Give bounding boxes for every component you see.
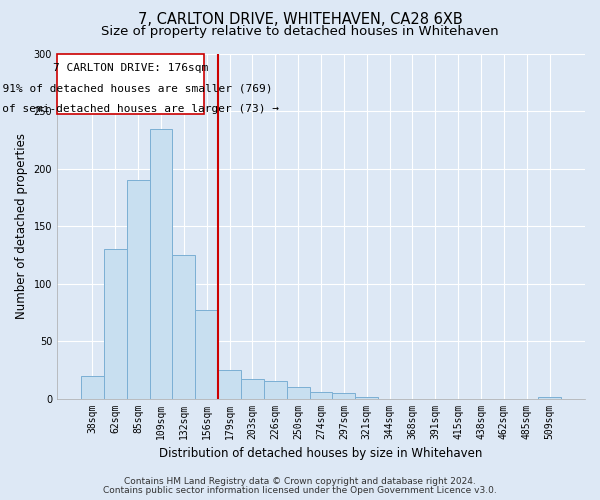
Y-axis label: Number of detached properties: Number of detached properties	[15, 134, 28, 320]
Bar	[241, 379, 264, 398]
Bar	[264, 382, 287, 398]
FancyBboxPatch shape	[57, 54, 204, 114]
Bar	[127, 180, 149, 398]
Text: ← 91% of detached houses are smaller (769): ← 91% of detached houses are smaller (76…	[0, 84, 272, 94]
X-axis label: Distribution of detached houses by size in Whitehaven: Distribution of detached houses by size …	[160, 447, 483, 460]
Text: Contains public sector information licensed under the Open Government Licence v3: Contains public sector information licen…	[103, 486, 497, 495]
Bar	[218, 370, 241, 398]
Text: Size of property relative to detached houses in Whitehaven: Size of property relative to detached ho…	[101, 25, 499, 38]
Bar	[81, 376, 104, 398]
Bar	[332, 393, 355, 398]
Bar	[310, 392, 332, 398]
Bar	[287, 387, 310, 398]
Bar	[104, 249, 127, 398]
Text: 7, CARLTON DRIVE, WHITEHAVEN, CA28 6XB: 7, CARLTON DRIVE, WHITEHAVEN, CA28 6XB	[137, 12, 463, 28]
Bar	[196, 310, 218, 398]
Bar	[172, 255, 196, 398]
Text: Contains HM Land Registry data © Crown copyright and database right 2024.: Contains HM Land Registry data © Crown c…	[124, 477, 476, 486]
Text: 7 CARLTON DRIVE: 176sqm: 7 CARLTON DRIVE: 176sqm	[53, 62, 208, 72]
Text: 9% of semi-detached houses are larger (73) →: 9% of semi-detached houses are larger (7…	[0, 104, 279, 114]
Bar	[149, 128, 172, 398]
